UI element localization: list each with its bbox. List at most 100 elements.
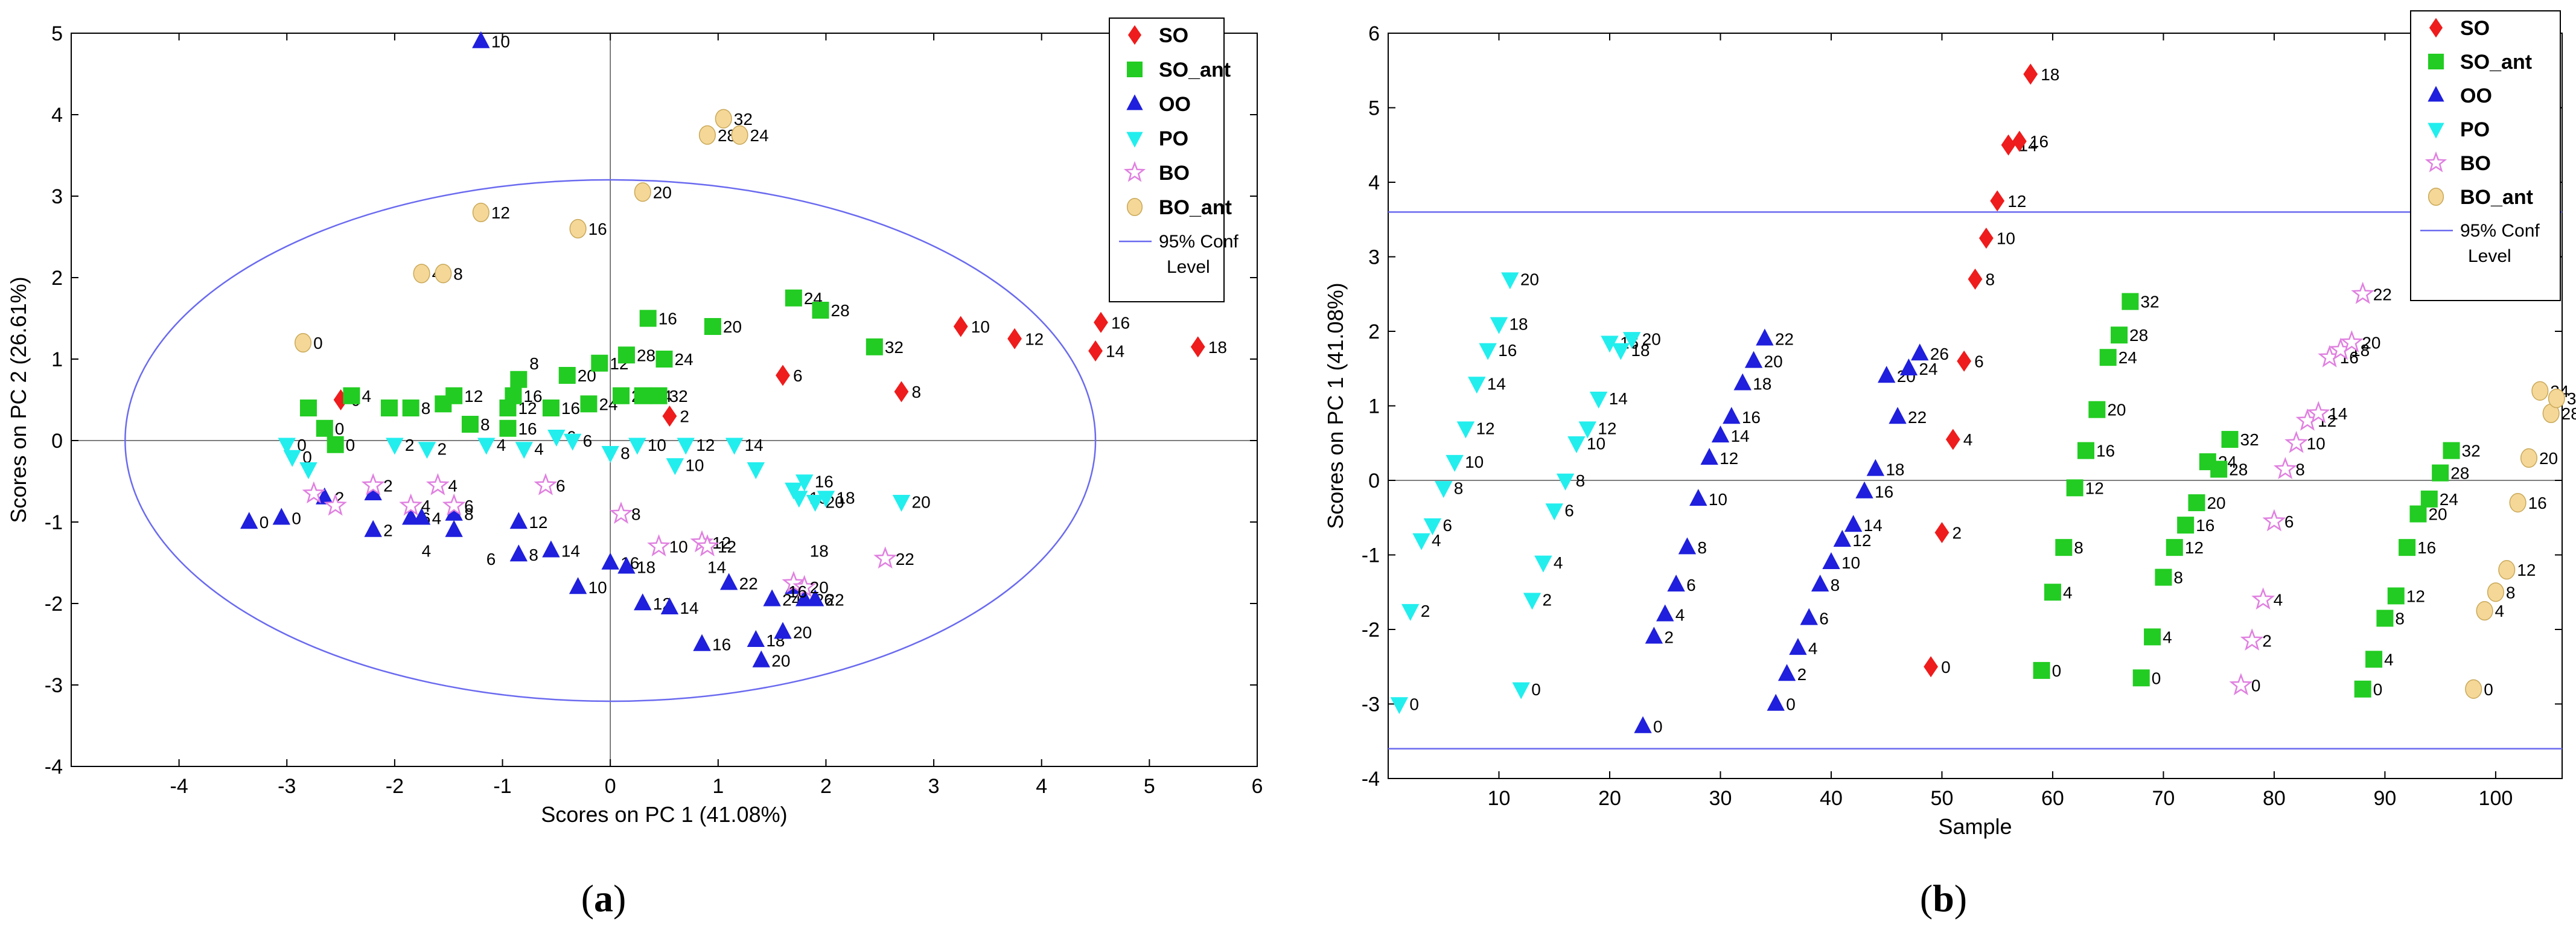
data-point-label: 14 [1730, 427, 1749, 445]
data-point [1756, 328, 1774, 346]
data-point [1401, 603, 1420, 621]
y-tick-label: 3 [51, 185, 63, 208]
data-point-label: 28 [2129, 326, 2148, 345]
legend-marker-po [2428, 123, 2444, 139]
data-point [774, 622, 792, 639]
x-tick-label: 30 [1709, 787, 1732, 810]
legend-marker-so [2429, 18, 2443, 38]
annotation-label: 16 [788, 582, 807, 601]
data-point [2221, 431, 2239, 448]
data-point-label: 2 [2262, 632, 2272, 651]
data-point-label: 4 [2063, 583, 2073, 602]
data-point [299, 462, 317, 480]
panel-b-caption-open: ( [1920, 877, 1933, 920]
data-point [364, 520, 382, 537]
data-point [2155, 568, 2172, 586]
data-point-label: 22 [1775, 330, 1794, 348]
data-point [817, 491, 835, 508]
x-tick-label: 40 [1820, 787, 1843, 810]
data-point [563, 433, 582, 451]
data-point [1945, 428, 1960, 450]
data-point [601, 552, 619, 570]
data-point-label: 20 [2362, 334, 2380, 352]
data-point [2055, 539, 2073, 556]
series-po: 002244668101210141618201820 [278, 427, 931, 512]
legend-label: OO [1159, 93, 1191, 116]
data-point [634, 387, 651, 404]
data-point-label: 2 [1664, 628, 1674, 646]
data-point [515, 442, 533, 459]
data-point-label: 10 [1997, 229, 2015, 248]
data-point [1435, 481, 1453, 498]
data-point-label: 6 [583, 431, 593, 450]
data-point [2144, 628, 2161, 646]
data-point-label: 6 [1564, 501, 1574, 520]
data-point [1446, 454, 1464, 472]
data-point-label: 24 [2440, 490, 2458, 509]
data-point [2443, 442, 2460, 459]
data-point [505, 387, 522, 404]
data-point-label: 20 [653, 183, 672, 202]
legend-marker-oo [1126, 94, 1143, 110]
data-point-label: 22 [2373, 285, 2392, 304]
data-point-label: 8 [2506, 583, 2516, 602]
data-point [1390, 697, 1409, 715]
data-point [894, 381, 909, 403]
data-point [413, 264, 430, 284]
data-point-label: 4 [1675, 605, 1685, 624]
data-point-label: 0 [2152, 669, 2161, 687]
data-point [580, 395, 598, 413]
data-point [300, 400, 317, 416]
data-point [1711, 425, 1730, 443]
data-point [677, 438, 695, 455]
data-point [1833, 530, 1852, 547]
data-point [647, 534, 671, 557]
data-point [542, 400, 560, 416]
data-point-label: 20 [793, 623, 812, 642]
data-point [704, 318, 721, 335]
data-point [2229, 673, 2253, 696]
data-point-label: 0 [260, 513, 269, 532]
series-so-ant: 0481216202428320481216202428320481216202… [2033, 293, 2481, 699]
data-point-label: 16 [588, 220, 607, 238]
data-point-label: 0 [1786, 695, 1796, 714]
x-tick-label: -2 [386, 775, 404, 798]
data-point [1612, 343, 1630, 360]
data-point [2077, 442, 2094, 459]
data-point [1667, 575, 1685, 592]
legend-label: PO [1159, 127, 1188, 150]
y-tick-label: 2 [51, 267, 63, 290]
legend-label: OO [2460, 84, 2492, 107]
data-point [2111, 326, 2128, 344]
data-point [547, 430, 566, 447]
data-point-label: 20 [2539, 449, 2558, 468]
data-point [953, 316, 968, 337]
data-point-label: 0 [1531, 680, 1541, 699]
data-point [2409, 505, 2427, 523]
data-point [1190, 336, 1205, 358]
y-tick-label: 1 [1368, 395, 1380, 418]
data-point [2365, 651, 2383, 668]
data-point-label: 22 [896, 550, 914, 568]
data-point [380, 400, 398, 416]
data-point [1733, 373, 1752, 390]
data-point [569, 218, 587, 239]
legend-marker-bo-ant [1126, 197, 1143, 217]
legend-conf-label: 95% Conf [1159, 232, 1239, 252]
data-point-label: 12 [2406, 587, 2425, 605]
data-point [628, 438, 646, 455]
data-point-label: 0 [2484, 680, 2493, 699]
data-point-label: 14 [1609, 389, 1628, 408]
data-point-label: 16 [1111, 313, 1130, 332]
y-tick-label: -2 [45, 593, 63, 616]
data-point-label: 16 [561, 399, 580, 418]
data-point [386, 438, 404, 455]
legend-label: SO_ant [1159, 59, 1231, 81]
data-point [2476, 600, 2493, 621]
data-point-label: 8 [2173, 568, 2183, 587]
data-point [402, 400, 419, 416]
data-point-label: 12 [1852, 531, 1871, 550]
data-point [2122, 293, 2139, 310]
